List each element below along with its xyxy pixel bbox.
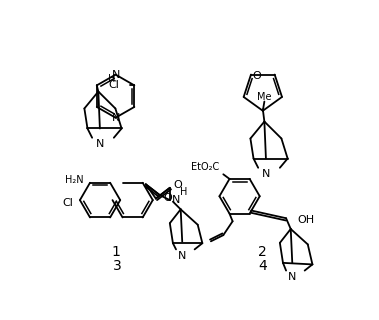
Text: Cl: Cl	[63, 198, 74, 208]
Text: N: N	[96, 139, 104, 149]
Text: O: O	[173, 180, 182, 190]
Text: N: N	[111, 69, 120, 80]
Text: N: N	[111, 113, 120, 123]
Text: 2: 2	[258, 245, 267, 260]
Text: 1: 1	[111, 245, 120, 260]
Text: Me: Me	[257, 92, 272, 102]
Text: N: N	[288, 272, 296, 282]
Text: H: H	[180, 188, 188, 197]
Text: EtO₂C: EtO₂C	[191, 162, 219, 172]
Text: O: O	[163, 193, 172, 203]
Text: H: H	[108, 74, 115, 84]
Text: H₂N: H₂N	[65, 175, 84, 185]
Text: OH: OH	[297, 215, 314, 225]
Text: 4: 4	[258, 259, 267, 273]
Text: N: N	[178, 251, 186, 260]
Text: N: N	[262, 169, 270, 179]
Text: 3: 3	[113, 259, 122, 273]
Text: O: O	[252, 71, 261, 81]
Text: Cl: Cl	[108, 80, 119, 90]
Text: N: N	[172, 195, 180, 205]
